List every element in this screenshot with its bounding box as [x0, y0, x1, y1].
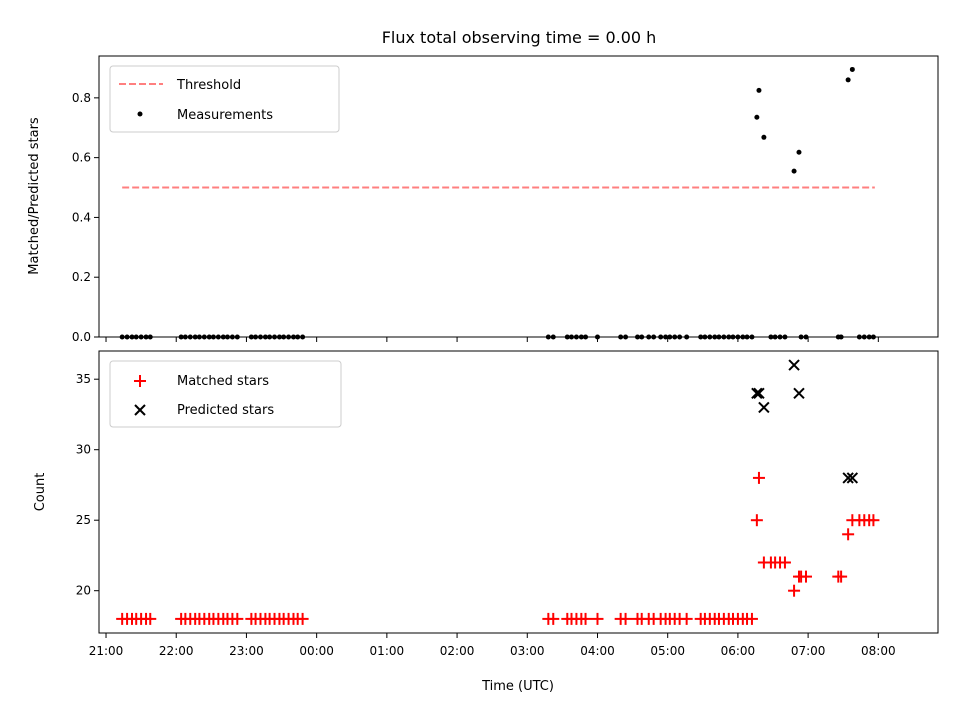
top-y-axis-label: Matched/Predicted stars	[27, 117, 42, 275]
top-legend: Threshold Measurements	[109, 65, 340, 133]
bottom-plot-frame	[98, 350, 939, 634]
bottom-y-tick-label: 30	[76, 443, 91, 457]
matched-star-point	[296, 612, 309, 625]
top-plot-title: Flux total observing time = 0.00 h	[382, 28, 657, 47]
top-plot-frame	[98, 55, 939, 338]
top-legend-box	[109, 65, 340, 133]
matched-star-point	[144, 612, 157, 625]
top-axes-layer: 0.0 0.2 0.4 0.6 0.8	[72, 91, 879, 344]
bottom-x-tick-label: 06:00	[721, 644, 756, 658]
predicted-star-point	[751, 387, 763, 400]
bottom-y-tick-label: 20	[76, 584, 91, 598]
top-plot: Flux total observing time = 0.00 h Match…	[27, 28, 939, 344]
bottom-legend: Matched stars Predicted stars	[109, 360, 342, 428]
bottom-marks-layer	[116, 359, 880, 625]
top-y-tick-label: 0.2	[72, 270, 91, 284]
bottom-x-tick-label: 03:00	[510, 644, 545, 658]
matched-star-point	[547, 612, 560, 625]
matched-star-point	[680, 612, 693, 625]
top-legend-threshold-label: Threshold	[176, 78, 241, 93]
matched-star-point	[778, 556, 791, 569]
measurement-point	[849, 66, 855, 72]
matched-star-point	[745, 612, 758, 625]
bottom-y-tick-label: 35	[76, 372, 91, 386]
bottom-legend-box	[109, 360, 342, 428]
bottom-x-tick-label: 02:00	[440, 644, 475, 658]
matched-star-point	[835, 570, 848, 583]
bottom-plot: Time (UTC) Count 21:00 22:00 23:00 00:00 01:…	[33, 350, 939, 694]
predicted-star-b	[758, 401, 770, 414]
matched-star-point	[867, 514, 880, 527]
top-y-tick-label: 0.4	[72, 210, 91, 224]
bottom-axes-layer: 21:00 22:00 23:00 00:00 01:00 02:00 03:00 04:00…	[76, 372, 896, 658]
measurement-point	[791, 168, 797, 174]
bottom-x-tick-label: 04:00	[580, 644, 615, 658]
bottom-x-tick-label: 00:00	[299, 644, 334, 658]
bottom-x-tick-label: 01:00	[370, 644, 405, 658]
measurement-point	[761, 134, 767, 140]
predicted-star-b	[842, 472, 854, 484]
measurement-point	[756, 87, 762, 93]
matched-star-point	[752, 471, 765, 484]
matched-star-point	[842, 528, 855, 541]
matched-star-point	[619, 612, 632, 625]
bottom-legend-matched-swatch	[134, 375, 146, 387]
bottom-x-tick-label: 08:00	[861, 644, 896, 658]
measurement-point	[754, 114, 760, 120]
predicted-star-b	[788, 359, 800, 371]
matched-star-point	[579, 612, 592, 625]
predicted-star-point	[758, 401, 770, 414]
bottom-x-tick-label: 07:00	[791, 644, 826, 658]
bottom-x-axis-label: Time (UTC)	[481, 679, 554, 694]
predicted-star-point	[793, 387, 805, 400]
predicted-star-b	[753, 387, 765, 400]
measurement-point	[845, 77, 851, 83]
top-y-tick-label: 0.0	[72, 330, 91, 344]
bottom-x-tick-label: 05:00	[650, 644, 685, 658]
bottom-legend-matched-label: Matched stars	[177, 374, 269, 389]
top-legend-measurements-label: Measurements	[177, 108, 273, 123]
predicted-star-point	[788, 359, 800, 371]
matched-star-point	[231, 612, 244, 625]
bottom-legend-predicted-label: Predicted stars	[177, 403, 274, 418]
predicted-star-b	[793, 387, 805, 400]
bottom-y-tick-label: 25	[76, 513, 91, 527]
matched-star-point	[800, 570, 813, 583]
bottom-x-tick-label: 23:00	[229, 644, 264, 658]
matched-star-point	[788, 584, 801, 597]
predicted-star-b	[751, 387, 763, 400]
predicted-star-b	[846, 472, 859, 484]
predicted-star-point	[846, 472, 859, 484]
predicted-star-point	[842, 472, 854, 484]
matched-star-point	[750, 514, 763, 527]
top-y-tick-label: 0.8	[72, 91, 91, 105]
matched-star-point	[591, 612, 604, 625]
predicted-star-point	[753, 387, 765, 400]
measurement-point	[796, 149, 802, 155]
bottom-x-tick-label: 22:00	[159, 644, 194, 658]
bottom-legend-predicted-swatch	[134, 404, 146, 416]
top-legend-measurements-swatch	[137, 111, 143, 117]
bottom-x-tick-label: 21:00	[89, 644, 124, 658]
top-y-tick-label: 0.6	[72, 151, 91, 165]
bottom-y-axis-label: Count	[33, 473, 48, 512]
